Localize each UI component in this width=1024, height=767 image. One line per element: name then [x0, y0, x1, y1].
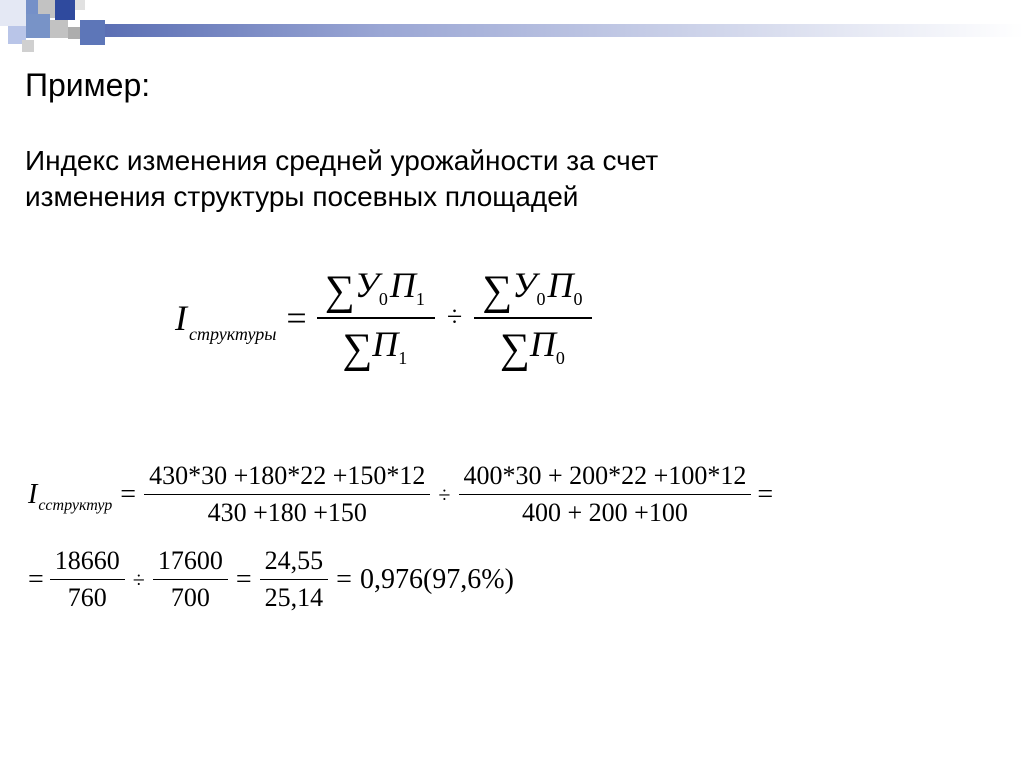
f2-frac1-den: 430 +180 +150	[203, 497, 372, 529]
f3-eq2: =	[336, 564, 352, 596]
slide: Пример: Индекс изменения средней урожайн…	[0, 0, 1024, 767]
f1-frac1: ∑У0П1 ∑П1	[317, 262, 435, 373]
f3-f1-den: 760	[63, 582, 112, 614]
f2-frac2-bar	[459, 494, 752, 495]
f3-f2-num: 17600	[153, 545, 228, 577]
f1-frac2-den: ∑П0	[492, 321, 575, 374]
formula-calc-line1: I сструктур = 430*30 +180*22 +150*12 430…	[28, 460, 773, 529]
decor-gradient-bar	[105, 24, 1024, 37]
f1-den2: П	[530, 324, 556, 364]
decor-square	[80, 20, 105, 45]
f3-div1: ÷	[133, 567, 145, 593]
title: Пример:	[25, 67, 150, 104]
f2-I: I	[28, 479, 37, 511]
f1-frac1-num: ∑У0П1	[317, 262, 435, 315]
f1-num2-a-sub: 0	[536, 289, 545, 309]
f3-f3-bar	[260, 579, 329, 580]
f1-frac2-bar	[474, 317, 592, 319]
sigma-icon: ∑	[500, 325, 530, 373]
f1-num1-a: У	[355, 265, 379, 305]
decor-square	[75, 0, 85, 10]
f3-f2-den: 700	[166, 582, 215, 614]
subtitle-line2: изменения структуры посевных площадей	[25, 181, 578, 212]
sigma-icon: ∑	[342, 325, 372, 373]
f2-frac2-den: 400 + 200 +100	[517, 497, 693, 529]
decor-square	[68, 27, 80, 39]
f2-div: ÷	[438, 482, 450, 508]
f1-num2-b-sub: 0	[573, 289, 582, 309]
sigma-icon: ∑	[482, 267, 512, 315]
f3-eq1: =	[236, 564, 252, 596]
decor-square	[0, 0, 26, 26]
f3-frac2: 17600 700	[153, 545, 228, 614]
subtitle: Индекс изменения средней урожайности за …	[25, 143, 658, 216]
f1-div: ÷	[447, 302, 462, 334]
f1-den1-sub: 1	[398, 348, 407, 368]
decor-square	[50, 20, 68, 38]
f2-eq1: =	[120, 479, 136, 511]
f3-result: 0,976(97,6%)	[360, 564, 514, 596]
f2-frac1-num: 430*30 +180*22 +150*12	[144, 460, 430, 492]
decor-square	[26, 14, 50, 38]
f2-lhs: I сструктур	[28, 479, 112, 511]
f1-frac1-den: ∑П1	[334, 321, 417, 374]
formula-structure-index: I структуры = ∑У0П1 ∑П1 ÷ ∑У0П0 ∑П0	[175, 262, 592, 373]
f1-lhs: I структуры	[175, 297, 276, 339]
f1-frac2-num: ∑У0П0	[474, 262, 592, 315]
f2-traileq: =	[757, 479, 773, 511]
f1-lhs-sub: структуры	[189, 324, 276, 345]
f3-f1-bar	[50, 579, 125, 580]
f1-num2-b: П	[547, 265, 573, 305]
f1-den2-sub: 0	[556, 348, 565, 368]
f1-eq: =	[286, 297, 306, 339]
decor-square	[55, 0, 75, 20]
f3-f2-bar	[153, 579, 228, 580]
f1-I: I	[175, 297, 187, 339]
f1-num1-a-sub: 0	[379, 289, 388, 309]
f3-leadeq: =	[28, 564, 44, 596]
f2-frac1-bar	[144, 494, 430, 495]
f1-den1: П	[372, 324, 398, 364]
f1-num1-b: П	[390, 265, 416, 305]
f2-frac2-num: 400*30 + 200*22 +100*12	[459, 460, 752, 492]
f3-frac3: 24,55 25,14	[260, 545, 329, 614]
f3-f1-num: 18660	[50, 545, 125, 577]
f2-frac1: 430*30 +180*22 +150*12 430 +180 +150	[144, 460, 430, 529]
f1-num2-a: У	[512, 265, 536, 305]
sigma-icon: ∑	[325, 267, 355, 315]
f1-frac2: ∑У0П0 ∑П0	[474, 262, 592, 373]
decor-square	[22, 40, 34, 52]
f1-num1-b-sub: 1	[416, 289, 425, 309]
f3-frac1: 18660 760	[50, 545, 125, 614]
f2-lhs-sub: сструктур	[38, 497, 112, 515]
subtitle-line1: Индекс изменения средней урожайности за …	[25, 145, 658, 176]
f2-frac2: 400*30 + 200*22 +100*12 400 + 200 +100	[459, 460, 752, 529]
formula-calc-line2: = 18660 760 ÷ 17600 700 = 24,55 25,14 = …	[28, 545, 514, 614]
f1-frac1-bar	[317, 317, 435, 319]
f3-f3-den: 25,14	[260, 582, 329, 614]
f3-f3-num: 24,55	[260, 545, 329, 577]
